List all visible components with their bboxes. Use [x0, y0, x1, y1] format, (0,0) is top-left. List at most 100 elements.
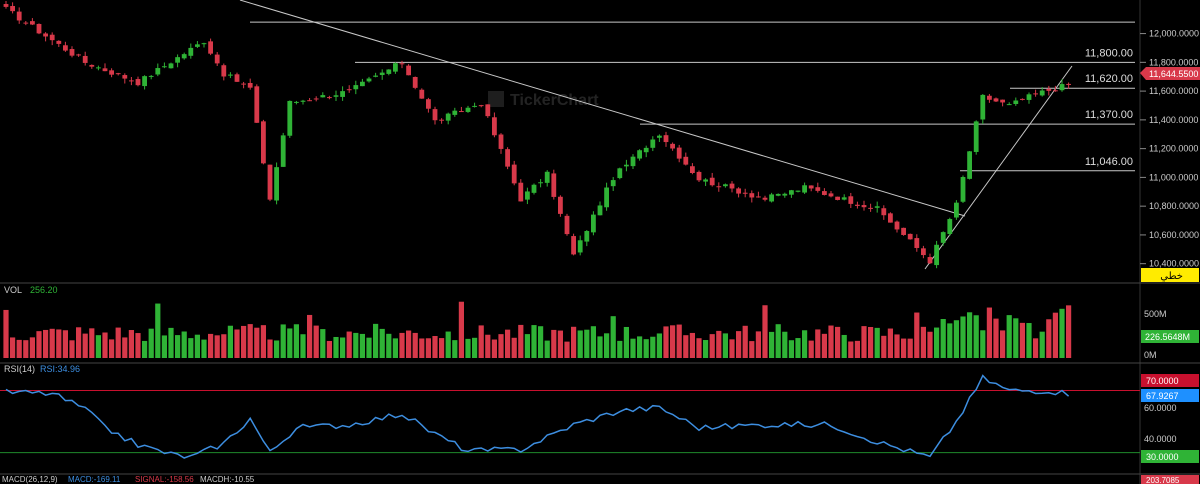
candle-body: [558, 196, 563, 214]
volume-bar: [181, 331, 187, 358]
rsi-value: RSI:34.96: [40, 364, 80, 374]
rsi-lower-tag-box: [1141, 450, 1199, 463]
price-tick-label: 10,600.0000: [1149, 230, 1199, 240]
candle-body: [676, 147, 682, 159]
volume-bar: [175, 335, 181, 358]
volume-bar: [142, 340, 148, 358]
macd-histogram: MACDH:-10.55: [200, 475, 255, 484]
candle-body: [280, 135, 286, 167]
volume-bar: [326, 340, 332, 358]
candle-body: [584, 231, 590, 242]
volume-bar: [828, 325, 834, 358]
level-label: 11,620.00: [1085, 73, 1133, 85]
volume-bar: [815, 329, 821, 358]
volume-bar: [953, 320, 959, 358]
candle-body: [987, 95, 992, 100]
rsi-lower-tag: 30.0000: [1141, 450, 1199, 463]
candle-body: [135, 79, 141, 86]
volume-bar: [56, 329, 62, 358]
volume-bar: [445, 331, 451, 358]
candle-body: [617, 168, 623, 179]
candle-body: [927, 257, 933, 264]
rsi-tick-40: 40.0000: [1144, 434, 1177, 444]
candle-body: [630, 156, 636, 167]
macd-last-tag: 203.7085: [1141, 475, 1199, 484]
volume-bar: [775, 324, 781, 358]
volume-bar: [894, 334, 900, 358]
volume-bar: [214, 335, 220, 358]
candle-body: [109, 70, 114, 75]
candle-body: [1059, 84, 1065, 91]
volume-bar: [406, 330, 412, 358]
candle-body: [379, 72, 385, 76]
volume-bar: [683, 335, 689, 358]
candle-body: [525, 191, 530, 200]
volume-bar: [676, 324, 682, 358]
candle-body: [907, 233, 913, 240]
candle-body: [76, 54, 81, 56]
volume-bar: [630, 338, 636, 358]
macd-last-tag-text: 203.7085: [1146, 476, 1180, 484]
volume-bar: [841, 334, 847, 358]
candle-body: [861, 205, 867, 208]
level-label: 11,370.00: [1085, 109, 1133, 121]
candle-body: [221, 65, 227, 77]
candle-body: [36, 23, 42, 34]
volume-bar: [973, 315, 979, 358]
volume-bar: [76, 327, 82, 358]
volume-bar: [663, 326, 669, 358]
candle-body: [294, 101, 299, 103]
volume-bar: [696, 338, 702, 358]
candle-body: [670, 143, 675, 149]
volume-bar: [95, 335, 101, 358]
candle-body: [188, 47, 194, 56]
candle-body: [571, 236, 576, 255]
candle-body: [1066, 83, 1071, 85]
candle-body: [472, 105, 477, 107]
macd-last-tag-box: [1141, 475, 1199, 484]
candle-body: [16, 11, 22, 21]
volume-bar: [940, 319, 946, 358]
candle-body: [808, 185, 814, 189]
volume-bar: [729, 339, 735, 358]
volume-bar: [848, 341, 854, 358]
volume-bar: [610, 316, 616, 358]
candle-body: [934, 244, 939, 266]
volume-bar: [465, 338, 471, 358]
volume-bar: [260, 325, 266, 358]
volume-bar: [23, 340, 29, 358]
candle-body: [624, 164, 629, 167]
candle-body: [89, 64, 95, 67]
candle-body: [683, 156, 689, 165]
candle-body: [333, 95, 339, 97]
candle-body: [888, 213, 893, 223]
volume-bar: [907, 338, 913, 358]
candle-body: [10, 6, 15, 12]
volume-bar: [254, 327, 260, 358]
volume-bar: [359, 333, 365, 358]
candle-body: [716, 186, 722, 188]
candle-body: [531, 184, 537, 193]
rsi-upper-tag-text: 70.0000: [1146, 376, 1179, 386]
watermark-text: TickerChart: [510, 92, 599, 109]
candle-body: [1033, 93, 1038, 95]
price-tick-label: 12,000.0000: [1149, 29, 1199, 39]
volume-bar: [927, 331, 933, 358]
candles: [3, 0, 1071, 269]
volume-bar: [551, 329, 557, 358]
candle-body: [637, 150, 642, 159]
candle-body: [320, 95, 326, 98]
candle-body: [56, 40, 62, 44]
volume-bar: [227, 325, 233, 358]
candle-body: [954, 202, 959, 218]
candle-body: [478, 105, 484, 107]
candle-body: [960, 177, 966, 202]
volume-bar: [498, 334, 504, 358]
lang-badge[interactable]: خطي: [1141, 268, 1199, 282]
candle-body: [973, 121, 979, 152]
lang-badge-text: خطي: [1160, 271, 1183, 282]
volume-bar: [914, 312, 920, 358]
volume-bar: [722, 333, 728, 358]
volume-bar: [194, 334, 200, 358]
